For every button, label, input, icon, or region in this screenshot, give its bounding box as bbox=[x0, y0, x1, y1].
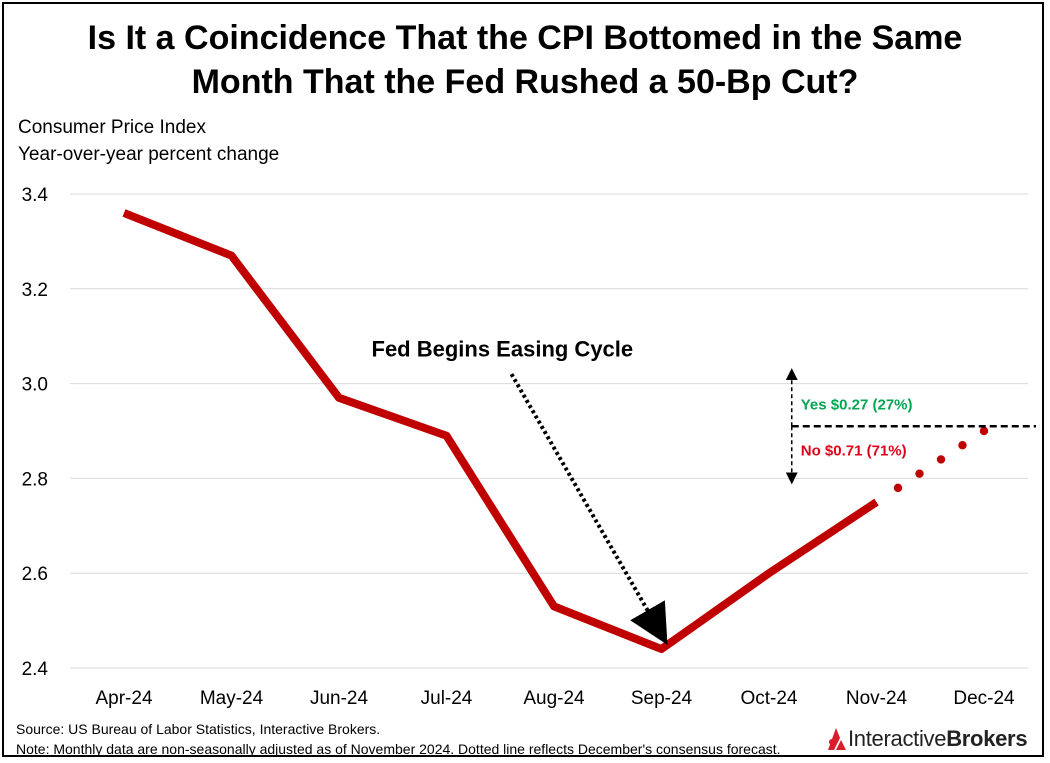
logo-wordmark: InteractiveBrokers bbox=[848, 726, 1028, 752]
y-tick-label: 3.0 bbox=[22, 375, 48, 396]
x-tick-label: Oct-24 bbox=[740, 688, 797, 709]
forecast-dot bbox=[915, 469, 924, 478]
forecast-dot bbox=[979, 426, 989, 436]
x-tick-label: Nov-24 bbox=[846, 688, 908, 709]
yes-probability-label: Yes $0.27 (27%) bbox=[801, 396, 913, 413]
y-tick-label: 2.4 bbox=[22, 659, 49, 680]
cpi-line-chart: 2.4 2.6 2.8 3.0 3.2 3.4 Apr-24 May-24 Jun-24 Jul-… bbox=[22, 185, 1036, 709]
logo-text-interactive: Interactive bbox=[848, 726, 947, 751]
x-tick-label: Jun-24 bbox=[310, 688, 369, 709]
footnote: Note: Monthly data are non-seasonally ad… bbox=[16, 741, 781, 757]
x-tick-label: Dec-24 bbox=[953, 688, 1015, 709]
fed-easing-arrow bbox=[509, 373, 668, 645]
title-line-2: Month That the Fed Rushed a 50-Bp Cut? bbox=[191, 63, 859, 101]
subtitle-line-2: Year-over-year percent change bbox=[18, 144, 280, 165]
y-tick-label: 3.4 bbox=[22, 185, 49, 206]
logo-text-brokers: Brokers bbox=[946, 726, 1028, 751]
y-tick-label: 3.2 bbox=[22, 280, 48, 301]
interactive-brokers-logo: InteractiveBrokers bbox=[826, 726, 1028, 752]
source-note: Source: US Bureau of Labor Statistics, I… bbox=[16, 721, 381, 737]
forecast-dot bbox=[936, 455, 946, 464]
y-tick-label: 2.6 bbox=[22, 564, 48, 585]
subtitle-line-1: Consumer Price Index bbox=[18, 117, 206, 138]
cpi-actual-line bbox=[122, 209, 879, 654]
x-tick-label: Sep-24 bbox=[631, 688, 693, 709]
x-tick-label: May-24 bbox=[200, 688, 264, 709]
y-tick-label: 2.8 bbox=[22, 469, 48, 490]
x-tick-label: Aug-24 bbox=[523, 688, 585, 709]
x-tick-label: Apr-24 bbox=[95, 688, 152, 709]
fed-easing-label: Fed Begins Easing Cycle bbox=[372, 336, 634, 361]
title-line-1: Is It a Coincidence That the CPI Bottome… bbox=[87, 19, 963, 57]
no-probability-label: No $0.71 (71%) bbox=[801, 442, 907, 459]
forecast-dot bbox=[893, 483, 903, 493]
ib-logo-icon bbox=[828, 728, 846, 750]
chart-title: Is It a Coincidence That the CPI Bottome… bbox=[4, 16, 1046, 104]
forecast-dot bbox=[958, 441, 967, 450]
x-tick-label: Jul-24 bbox=[421, 688, 473, 709]
